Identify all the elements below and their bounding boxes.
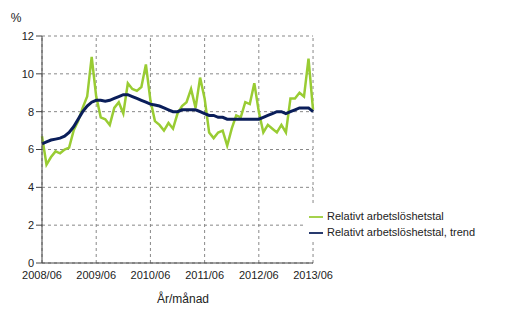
svg-text:År/månad: År/månad bbox=[157, 291, 209, 306]
svg-text:2012/06: 2012/06 bbox=[239, 269, 279, 281]
svg-text:12: 12 bbox=[22, 30, 34, 42]
html-text:Relativt arbetslöshetstal: Relativt arbetslöshetstal bbox=[327, 209, 444, 222]
svg-text:4: 4 bbox=[28, 181, 34, 193]
svg-text:2008/06: 2008/06 bbox=[22, 269, 62, 281]
svg-text:2010/06: 2010/06 bbox=[131, 269, 171, 281]
svg-text:0: 0 bbox=[28, 257, 34, 269]
svg-text:8: 8 bbox=[28, 106, 34, 118]
svg-text:10: 10 bbox=[22, 68, 34, 80]
html-text:Relativt arbetslöshetstal, tre: Relativt arbetslöshetstal, trend bbox=[327, 225, 475, 238]
svg-text:2013/06: 2013/06 bbox=[293, 269, 333, 281]
svg-text:2: 2 bbox=[28, 219, 34, 231]
svg-text:2011/06: 2011/06 bbox=[185, 269, 224, 281]
svg-text:6: 6 bbox=[28, 143, 34, 155]
svg-text:%: % bbox=[11, 11, 22, 25]
svg-text:2009/06: 2009/06 bbox=[76, 269, 116, 281]
